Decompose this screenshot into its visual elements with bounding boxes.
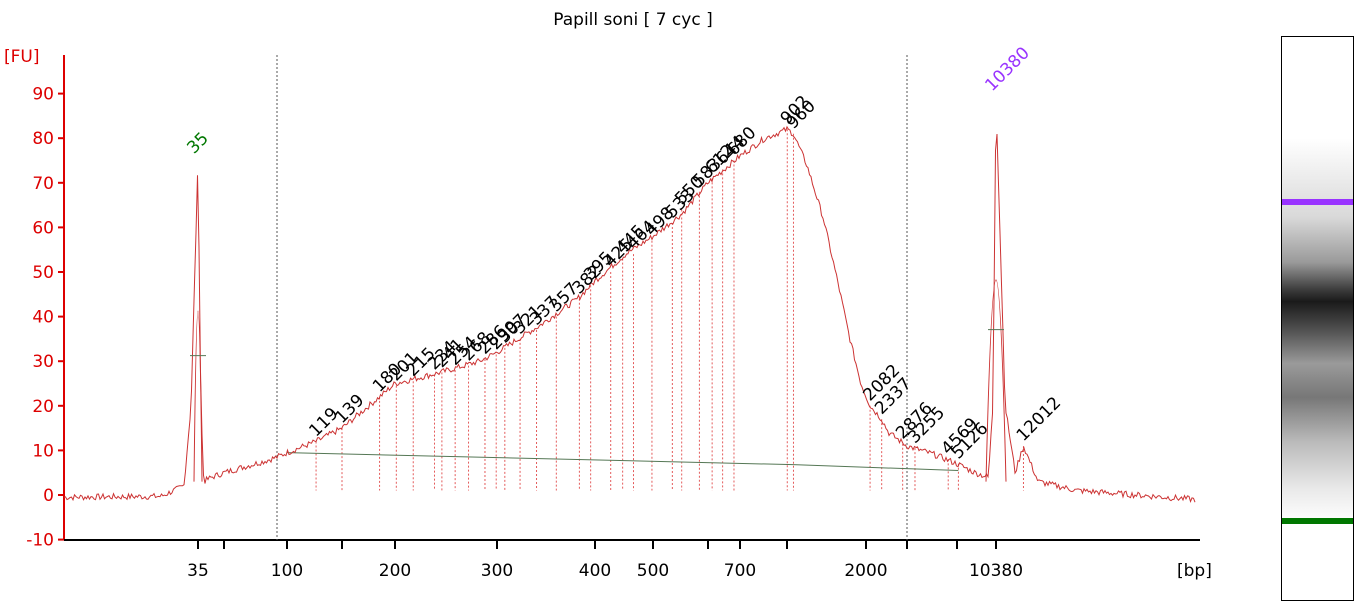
upper-marker-label: 10380 xyxy=(981,43,1033,95)
x-tick-label: 500 xyxy=(637,561,669,581)
trace-series xyxy=(63,125,1196,503)
y-tick-label: 80 xyxy=(32,129,54,149)
y-tick-label: 90 xyxy=(32,85,54,105)
chart-title: Papill soni [ 7 cyc ] xyxy=(553,10,712,30)
x-axis-unit-label: [bp] xyxy=(1177,561,1212,581)
x-tick-label: 300 xyxy=(481,561,513,581)
electropherogram-chart: Papill soni [ 7 cyc ] [FU] [bp] -10 0 10 20… xyxy=(4,10,1212,581)
chart-axes xyxy=(63,55,1200,541)
y-tick-label: 50 xyxy=(32,263,54,283)
y-tick-label: 20 xyxy=(32,397,54,417)
gel-band-gradient xyxy=(1282,37,1353,600)
y-tick-label: 0 xyxy=(43,486,54,506)
y-tick-label: 60 xyxy=(32,218,54,238)
virtual-gel-lane xyxy=(1281,36,1354,601)
range-bound-lines xyxy=(276,55,908,540)
y-tick-label: 30 xyxy=(32,352,54,372)
peak-baseline xyxy=(793,464,959,471)
marker-peak xyxy=(193,310,203,482)
lower-marker-label: 35 xyxy=(183,129,212,158)
x-tick-label: 2000 xyxy=(844,561,887,581)
peak-regions xyxy=(286,129,1024,491)
trace-line xyxy=(63,125,1196,503)
x-axis-ticks: 35 100 200 300 400 500 700 2000 10380 xyxy=(187,540,1023,581)
x-tick-label: 10380 xyxy=(969,561,1023,581)
peak-size-label: 12012 xyxy=(1013,393,1065,445)
y-axis-unit-label: [FU] xyxy=(4,47,40,67)
marker-peak xyxy=(985,279,1007,482)
y-tick-label: -10 xyxy=(26,531,54,551)
y-tick-label: 70 xyxy=(32,174,54,194)
gel-lower-marker-band xyxy=(1282,518,1353,524)
x-tick-label: 100 xyxy=(271,561,303,581)
gel-upper-marker-band xyxy=(1282,199,1353,205)
x-tick-label: 200 xyxy=(379,561,411,581)
y-tick-label: 40 xyxy=(32,308,54,328)
peak-labels: 1191391802012152342412542682862993073213… xyxy=(183,43,1065,463)
x-tick-label: 35 xyxy=(187,561,209,581)
y-tick-label: 10 xyxy=(32,441,54,461)
peak-baseline xyxy=(286,452,794,466)
x-tick-label: 700 xyxy=(724,561,756,581)
x-tick-label: 400 xyxy=(579,561,611,581)
y-axis-ticks: -10 0 10 20 30 40 50 60 70 80 90 xyxy=(26,85,64,551)
